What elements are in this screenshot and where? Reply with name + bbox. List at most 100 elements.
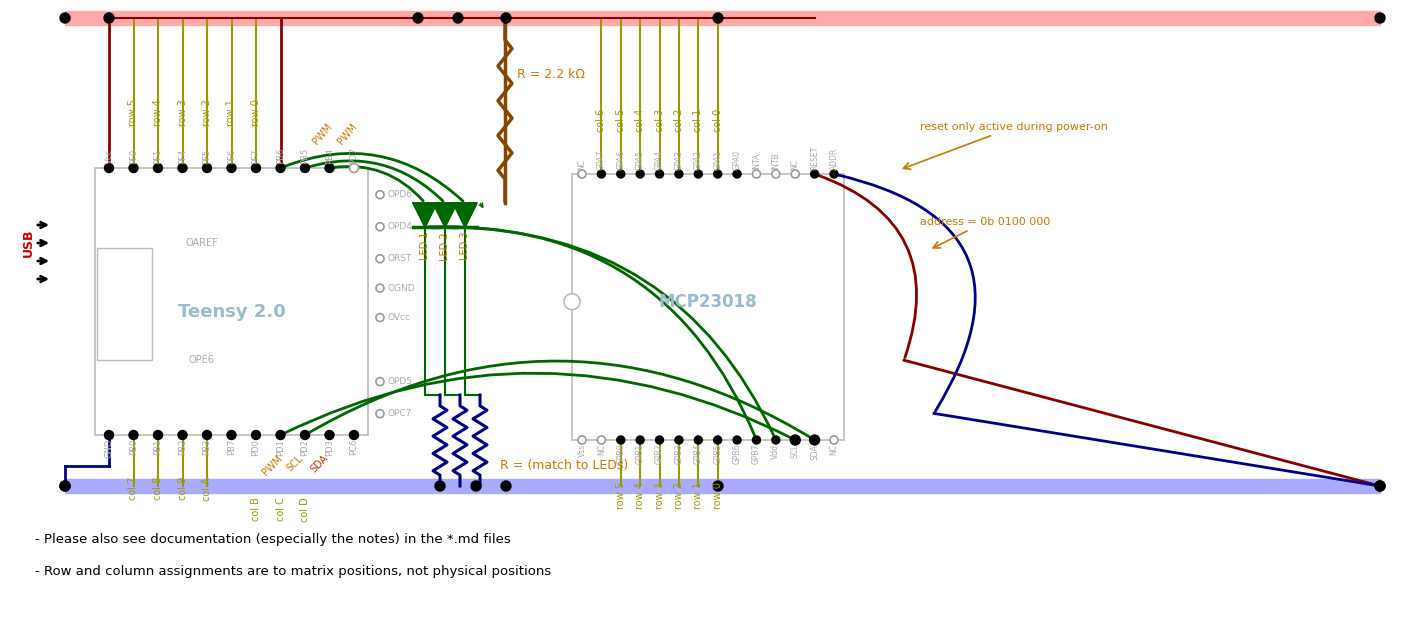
Text: MCP23018: MCP23018: [659, 293, 757, 310]
Text: PB1: PB1: [154, 439, 162, 455]
Text: Vss: Vss: [578, 444, 586, 457]
Text: row 1: row 1: [226, 99, 236, 126]
Text: LED 1: LED 1: [420, 232, 430, 261]
Circle shape: [376, 255, 384, 262]
Text: NC: NC: [578, 159, 586, 170]
Text: SDA: SDA: [810, 444, 820, 460]
Text: OAREF: OAREF: [185, 238, 218, 248]
Text: col 4: col 4: [635, 109, 645, 132]
Text: row 1: row 1: [693, 482, 703, 509]
Circle shape: [598, 170, 605, 178]
Circle shape: [252, 430, 260, 440]
Text: PB6: PB6: [276, 147, 285, 164]
Text: - Please also see documentation (especially the notes) in the *.md files: - Please also see documentation (especia…: [36, 534, 511, 547]
Text: OPD4: OPD4: [388, 222, 413, 231]
Text: OPD6: OPD6: [388, 190, 413, 199]
Text: Vdd: Vdd: [771, 444, 780, 459]
Text: SDA: SDA: [309, 453, 330, 475]
Circle shape: [753, 436, 760, 444]
Text: PD1: PD1: [276, 439, 285, 456]
Text: GPB6: GPB6: [733, 444, 741, 465]
Text: GPA7: GPA7: [596, 150, 606, 170]
Circle shape: [413, 13, 423, 23]
Circle shape: [733, 436, 741, 444]
Circle shape: [228, 430, 236, 440]
Circle shape: [252, 164, 260, 172]
Circle shape: [376, 284, 384, 292]
Text: R = (match to LEDs): R = (match to LEDs): [499, 460, 628, 473]
Circle shape: [694, 170, 703, 178]
Circle shape: [636, 436, 645, 444]
Circle shape: [202, 164, 212, 172]
Text: - Row and column assignments are to matrix positions, not physical positions: - Row and column assignments are to matr…: [36, 565, 551, 578]
Circle shape: [810, 435, 820, 445]
Text: ORST: ORST: [388, 254, 413, 263]
Text: col B: col B: [250, 497, 260, 521]
Text: PF0: PF0: [129, 149, 138, 164]
Circle shape: [501, 13, 511, 23]
Circle shape: [435, 481, 445, 491]
Circle shape: [129, 430, 138, 440]
Circle shape: [453, 13, 462, 23]
Text: col 6: col 6: [596, 109, 606, 132]
Text: col C: col C: [276, 497, 286, 521]
Circle shape: [616, 436, 625, 444]
Circle shape: [771, 436, 780, 444]
Circle shape: [300, 430, 309, 440]
Text: col 7: col 7: [128, 477, 138, 500]
Text: PF5: PF5: [202, 149, 212, 164]
Text: PF6: PF6: [228, 149, 236, 164]
Circle shape: [376, 313, 384, 322]
Text: OPE6: OPE6: [189, 355, 215, 365]
Circle shape: [178, 164, 186, 172]
Text: PF7: PF7: [252, 149, 260, 164]
Text: col 3: col 3: [655, 109, 665, 132]
Circle shape: [753, 170, 760, 178]
Text: GPA1: GPA1: [713, 150, 723, 170]
Text: GPA6: GPA6: [616, 150, 625, 170]
Text: PWM: PWM: [312, 121, 334, 146]
Text: PWM: PWM: [336, 121, 359, 146]
Circle shape: [60, 481, 70, 491]
Circle shape: [656, 170, 663, 178]
Text: USB: USB: [21, 229, 34, 258]
Text: col 9: col 9: [178, 477, 188, 500]
Text: SCL: SCL: [791, 444, 800, 458]
Text: PB2: PB2: [178, 439, 186, 455]
Text: PD7: PD7: [350, 147, 359, 164]
Circle shape: [178, 430, 186, 440]
Text: reset only active during power-on: reset only active during power-on: [904, 122, 1109, 169]
Circle shape: [276, 164, 285, 172]
Text: OPD5: OPD5: [388, 377, 413, 386]
Circle shape: [376, 378, 384, 386]
Text: OGND: OGND: [388, 284, 416, 292]
Text: PB0: PB0: [129, 439, 138, 455]
Text: GPA4: GPA4: [655, 150, 665, 170]
Circle shape: [350, 430, 359, 440]
Text: col 5: col 5: [616, 109, 626, 132]
Text: PF4: PF4: [178, 149, 186, 164]
Text: row 0: row 0: [250, 99, 260, 126]
Text: GPB7: GPB7: [751, 444, 761, 465]
Text: PB5: PB5: [300, 148, 309, 164]
Circle shape: [811, 170, 818, 178]
Text: PB3: PB3: [202, 439, 212, 455]
Text: row 0: row 0: [713, 482, 723, 509]
Circle shape: [578, 436, 586, 444]
Circle shape: [104, 164, 114, 172]
Circle shape: [713, 13, 723, 23]
Circle shape: [324, 164, 334, 172]
Circle shape: [694, 436, 703, 444]
Circle shape: [154, 430, 162, 440]
Circle shape: [104, 13, 114, 23]
Text: row 2: row 2: [202, 99, 212, 126]
Circle shape: [300, 164, 309, 172]
Text: row 5: row 5: [616, 482, 626, 509]
Circle shape: [714, 170, 721, 178]
Polygon shape: [453, 203, 477, 227]
Circle shape: [578, 170, 586, 178]
Circle shape: [501, 481, 511, 491]
Text: INTA: INTA: [751, 153, 761, 170]
Text: PD2: PD2: [300, 439, 309, 456]
Polygon shape: [433, 203, 457, 227]
